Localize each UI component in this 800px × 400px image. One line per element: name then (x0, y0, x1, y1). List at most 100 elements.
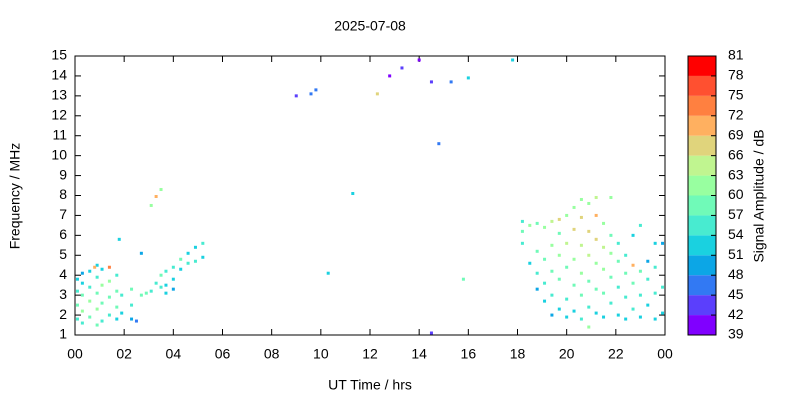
point (550, 219, 554, 223)
point (511, 58, 515, 62)
point (80, 281, 84, 285)
point (154, 194, 158, 198)
point (80, 293, 84, 297)
y-tick-label: 13 (51, 87, 67, 103)
point (201, 241, 205, 245)
point (149, 289, 153, 293)
colorbar-tick-label: 63 (728, 166, 744, 182)
point (120, 293, 124, 297)
point (461, 277, 465, 281)
point (449, 80, 453, 84)
point (171, 265, 175, 269)
colorbar-bin (688, 75, 716, 96)
point (609, 233, 613, 237)
point (93, 265, 97, 269)
point (631, 263, 635, 267)
point (616, 285, 620, 289)
y-tick-label: 10 (51, 146, 67, 162)
point (609, 251, 613, 255)
colorbar-tick-label: 48 (728, 266, 744, 282)
point (594, 287, 598, 291)
point (550, 269, 554, 273)
y-tick-label: 6 (59, 226, 67, 242)
point (579, 197, 583, 201)
point (466, 76, 470, 80)
y-tick-label: 8 (59, 186, 67, 202)
point (653, 291, 657, 295)
point (587, 305, 591, 309)
point (95, 263, 99, 267)
colorbar-bin (688, 175, 716, 196)
point (602, 267, 606, 271)
x-tick-label: 14 (411, 346, 427, 362)
point (437, 142, 441, 146)
point (164, 269, 168, 273)
colorbar-bin (688, 56, 716, 76)
point (193, 245, 197, 249)
colorbar-tick-label: 57 (728, 206, 744, 222)
point (602, 291, 606, 295)
colorbar-bin (688, 255, 716, 276)
point (193, 259, 197, 263)
point (616, 313, 620, 317)
point (171, 287, 175, 291)
point (351, 192, 355, 196)
colorbar-bin (688, 275, 716, 296)
y-tick-label: 9 (59, 166, 67, 182)
x-tick-label: 00 (67, 346, 83, 362)
point (159, 273, 163, 277)
point (88, 299, 92, 303)
point (528, 261, 532, 265)
colorbar-tick-label: 42 (728, 306, 744, 322)
point (543, 299, 547, 303)
colorbar-bin (688, 95, 716, 116)
point (587, 253, 591, 257)
point (201, 255, 205, 259)
colorbar-tick-label: 81 (728, 47, 744, 63)
x-tick-label: 20 (559, 346, 575, 362)
point (557, 253, 561, 257)
colorbar-bin (688, 195, 716, 216)
point (638, 315, 642, 319)
point (100, 283, 104, 287)
point (653, 317, 657, 321)
point (624, 317, 628, 321)
point (528, 223, 532, 227)
point (624, 253, 628, 257)
point (565, 213, 569, 217)
y-tick-label: 5 (59, 246, 67, 262)
point (139, 293, 143, 297)
point (117, 237, 121, 241)
x-tick-label: 00 (657, 346, 673, 362)
point (543, 257, 547, 261)
y-tick-label: 15 (51, 47, 67, 63)
point (550, 243, 554, 247)
point (107, 295, 111, 299)
point (107, 265, 111, 269)
point (164, 291, 168, 295)
point (557, 231, 561, 235)
point (88, 269, 92, 273)
point (661, 241, 665, 245)
colorbar-tick-label: 78 (728, 67, 744, 83)
point (326, 271, 330, 275)
point (88, 315, 92, 319)
point (417, 58, 421, 62)
point (535, 271, 539, 275)
point (587, 201, 591, 205)
point (186, 251, 190, 255)
point (520, 241, 524, 245)
point (609, 275, 613, 279)
point (144, 291, 148, 295)
point (587, 325, 591, 329)
point (80, 271, 84, 275)
colorbar-tick-label: 54 (728, 226, 744, 242)
point (587, 229, 591, 233)
point (653, 241, 657, 245)
plot-frame (74, 55, 666, 336)
point (646, 259, 650, 263)
point (115, 305, 119, 309)
colorbar-tick-label: 51 (728, 246, 744, 262)
point (100, 319, 104, 323)
point (80, 321, 84, 325)
